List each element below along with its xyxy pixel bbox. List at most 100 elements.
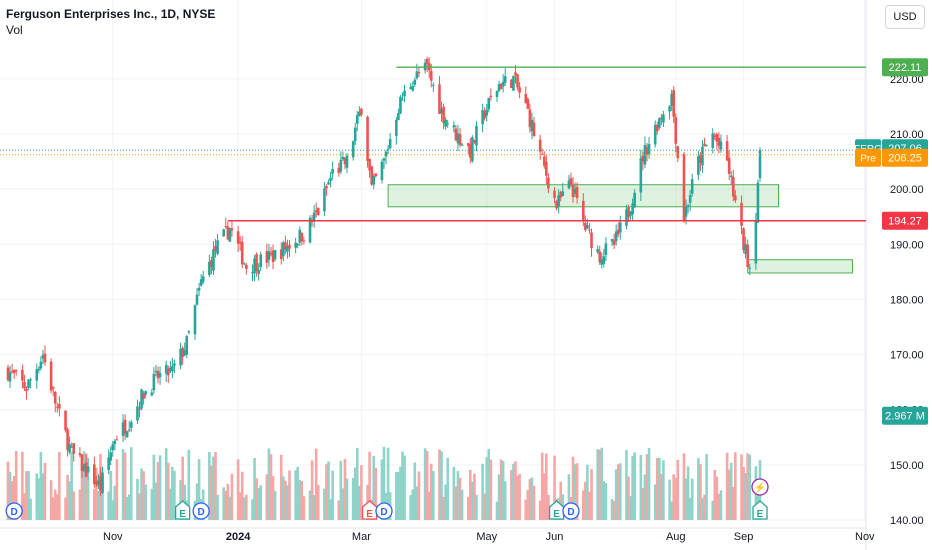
volume-bar	[142, 471, 145, 520]
candle-body	[300, 232, 304, 242]
volume-bar	[345, 478, 349, 520]
candle-body	[444, 119, 447, 127]
volume-bar	[705, 454, 708, 520]
volume-bar	[97, 490, 100, 520]
candle-body	[395, 119, 398, 136]
candle-body	[460, 144, 464, 146]
volume-bar	[397, 471, 400, 520]
volume-bar	[499, 459, 503, 520]
volume-bar	[684, 478, 688, 520]
candle-body	[670, 93, 673, 106]
volume-bar	[282, 476, 285, 520]
candle-body	[756, 182, 760, 223]
candle-body	[269, 253, 273, 255]
volume-bar	[251, 499, 254, 520]
volume-bar	[312, 495, 316, 520]
candle-body	[156, 370, 160, 379]
volume-bar	[575, 463, 579, 520]
candle-body	[368, 158, 371, 171]
candle-body	[107, 457, 110, 471]
volume-bar	[236, 459, 240, 520]
volume-bar	[715, 476, 719, 520]
volume-bar	[115, 459, 119, 520]
volume-bar	[158, 455, 162, 520]
volume-bar	[214, 451, 217, 520]
candle-body	[27, 379, 30, 388]
candle-body	[516, 74, 519, 88]
volume-bar	[512, 463, 515, 520]
candle-body	[573, 188, 577, 194]
earnings-marker-label: E	[757, 509, 764, 520]
volume-bar	[70, 451, 73, 520]
candle-body	[684, 206, 688, 217]
volume-bar	[154, 482, 158, 520]
candle-body	[370, 166, 373, 185]
volume-bar	[727, 469, 731, 520]
candle-body	[425, 58, 429, 64]
candle-body	[413, 79, 417, 85]
y-tick-label: 170.00	[890, 350, 924, 362]
volume-bar	[113, 485, 117, 520]
volume-bar	[127, 494, 131, 520]
volume-bar	[14, 451, 18, 520]
candle-body	[82, 464, 86, 471]
volume-bar	[429, 463, 433, 520]
candle-body	[12, 369, 16, 373]
candle-body	[214, 245, 217, 252]
candle-body	[746, 244, 749, 268]
volume-bar	[444, 484, 447, 520]
y-tick-label: 140.00	[890, 515, 924, 527]
candle-body	[288, 244, 291, 249]
candle-body	[401, 99, 404, 101]
volume-bar	[156, 462, 160, 520]
volume-bar	[503, 481, 507, 520]
y-tick-label: 210.00	[890, 129, 924, 141]
candle-body	[384, 151, 388, 157]
volume-bar	[323, 488, 326, 520]
volume-bar	[584, 481, 587, 520]
volume-bar	[107, 491, 110, 520]
currency-button[interactable]: USD	[885, 5, 925, 29]
volume-bar	[296, 466, 300, 520]
volume-bar	[547, 494, 550, 520]
volume-bar	[279, 454, 283, 520]
volume-bar	[725, 452, 729, 520]
volume-bar	[300, 481, 304, 520]
chart-header: Ferguson Enterprises Inc., 1D, NYSE Vol	[6, 6, 215, 38]
volume-bar	[719, 490, 723, 520]
volume-bar	[633, 452, 636, 520]
volume-bar	[358, 485, 361, 520]
volume-bar	[298, 479, 302, 520]
x-tick-label: Jun	[546, 531, 564, 543]
volume-bar	[674, 477, 678, 520]
volume-bar	[8, 471, 12, 520]
volume-bar	[51, 497, 55, 520]
volume-bar	[58, 451, 61, 520]
candle-body	[282, 242, 285, 257]
volume-bar	[181, 456, 184, 520]
volume-bar	[567, 474, 571, 520]
candle-body	[72, 443, 76, 454]
candle-body	[468, 144, 472, 158]
candle-body	[588, 229, 591, 231]
candle-body	[316, 207, 320, 215]
volume-bar	[129, 447, 133, 520]
volume-bar	[372, 455, 376, 520]
volume-bar	[12, 476, 16, 520]
volume-bar	[409, 495, 413, 520]
dividend-marker-label: D	[380, 507, 387, 518]
volume-bar	[152, 454, 156, 520]
volume-bar	[210, 465, 213, 520]
volume-bar	[676, 459, 680, 520]
price-badge-text: 206.25	[888, 153, 922, 165]
candle-body	[499, 83, 503, 90]
candle-body	[540, 153, 544, 155]
volume-bar	[510, 470, 513, 520]
candle-body	[625, 209, 628, 226]
chart-title: Ferguson Enterprises Inc., 1D, NYSE	[6, 7, 216, 21]
volume-bar	[501, 460, 505, 520]
candle-body	[154, 370, 158, 372]
candle-body	[279, 249, 283, 260]
candle-body	[265, 251, 269, 263]
